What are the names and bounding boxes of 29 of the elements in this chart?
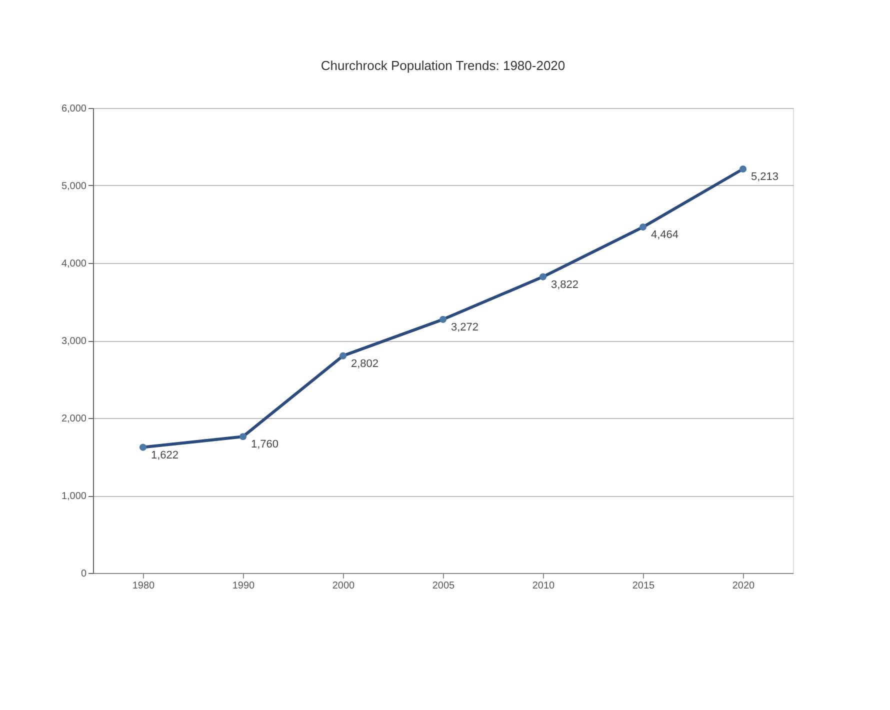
- point: [439, 316, 447, 323]
- text: 1,622: [151, 449, 179, 462]
- x-tick-label: 2015: [632, 580, 656, 592]
- point: [339, 352, 347, 360]
- text: 2,802: [351, 358, 379, 370]
- x-tick-label: 1980: [132, 580, 156, 592]
- point: [139, 444, 147, 451]
- y-tick-label: 1,000: [61, 491, 87, 502]
- y-tick-label: 2,000: [61, 414, 87, 424]
- point: [239, 433, 247, 440]
- x-tick-label: 2005: [432, 580, 456, 592]
- text: 3,272: [451, 321, 479, 334]
- y-tick-label: 3,000: [61, 336, 87, 347]
- x-tick-label: 2020: [732, 580, 756, 592]
- point: [639, 224, 647, 231]
- text: 3,822: [551, 278, 579, 291]
- x-tick-label: 1990: [232, 580, 256, 592]
- text: 1,760: [251, 438, 279, 451]
- y-tick-label: 5,000: [61, 181, 87, 192]
- text: 5,213: [751, 170, 779, 183]
- text: 4,464: [651, 229, 679, 242]
- chart-title: Churchrock Population Trends: 1980-2020: [320, 58, 566, 73]
- x-tick-label: 2010: [532, 580, 556, 592]
- y-tick-label: 4,000: [61, 258, 87, 270]
- y-tick-label: 6,000: [61, 104, 87, 114]
- x-tick-label: 2000: [332, 580, 356, 592]
- y-tick-label: 0: [80, 568, 87, 580]
- point: [539, 273, 547, 280]
- point: [739, 165, 747, 173]
